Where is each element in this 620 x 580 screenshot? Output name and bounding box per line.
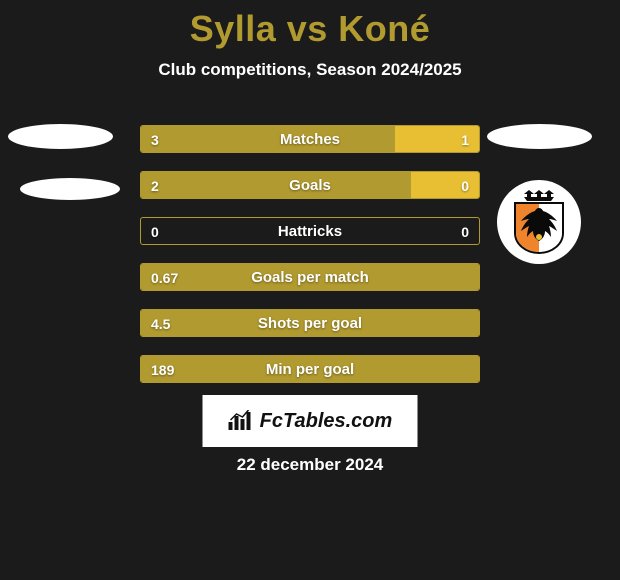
crest-icon	[504, 187, 574, 257]
stat-label: Hattricks	[141, 218, 479, 245]
vs-separator: vs	[276, 8, 338, 49]
stat-value-left: 189	[151, 356, 174, 383]
fctables-logo-text: FcTables.com	[260, 410, 393, 433]
stat-label: Matches	[141, 126, 479, 153]
stat-value-left: 0.67	[151, 264, 178, 291]
stat-value-left: 4.5	[151, 310, 170, 337]
stat-label: Min per goal	[141, 356, 479, 383]
stat-value-right: 0	[461, 218, 469, 245]
stat-label: Shots per goal	[141, 310, 479, 337]
comparison-bars: Matches31Goals20Hattricks00Goals per mat…	[140, 125, 480, 401]
player-left-placeholder	[8, 124, 113, 149]
player-right-placeholder	[487, 124, 592, 149]
club-left-placeholder	[20, 178, 120, 200]
stat-value-right: 1	[461, 126, 469, 153]
snapshot-date: 22 december 2024	[0, 455, 620, 475]
stat-label: Goals	[141, 172, 479, 199]
stat-value-right: 0	[461, 172, 469, 199]
stat-row: Matches3 1	[140, 125, 480, 153]
competition-subtitle: Club competitions, Season 2024/2025	[0, 60, 620, 80]
bars-icon	[228, 410, 254, 432]
stat-value-left: 0	[151, 218, 159, 245]
player-right-name: Koné	[338, 8, 430, 49]
stat-label: Goals per match	[141, 264, 479, 291]
stat-value-left: 3	[151, 126, 159, 153]
club-right-crest	[497, 180, 581, 264]
stat-row: Goals per match0.67	[140, 263, 480, 291]
fctables-logo: FcTables.com	[203, 395, 418, 447]
player-left-name: Sylla	[190, 8, 277, 49]
stat-row: Min per goal189	[140, 355, 480, 383]
stat-row: Goals2 0	[140, 171, 480, 199]
stat-value-left: 2	[151, 172, 159, 199]
stat-row: Hattricks0 0	[140, 217, 480, 245]
stat-row: Shots per goal4.5	[140, 309, 480, 337]
comparison-title: Sylla vs Koné	[0, 0, 620, 50]
